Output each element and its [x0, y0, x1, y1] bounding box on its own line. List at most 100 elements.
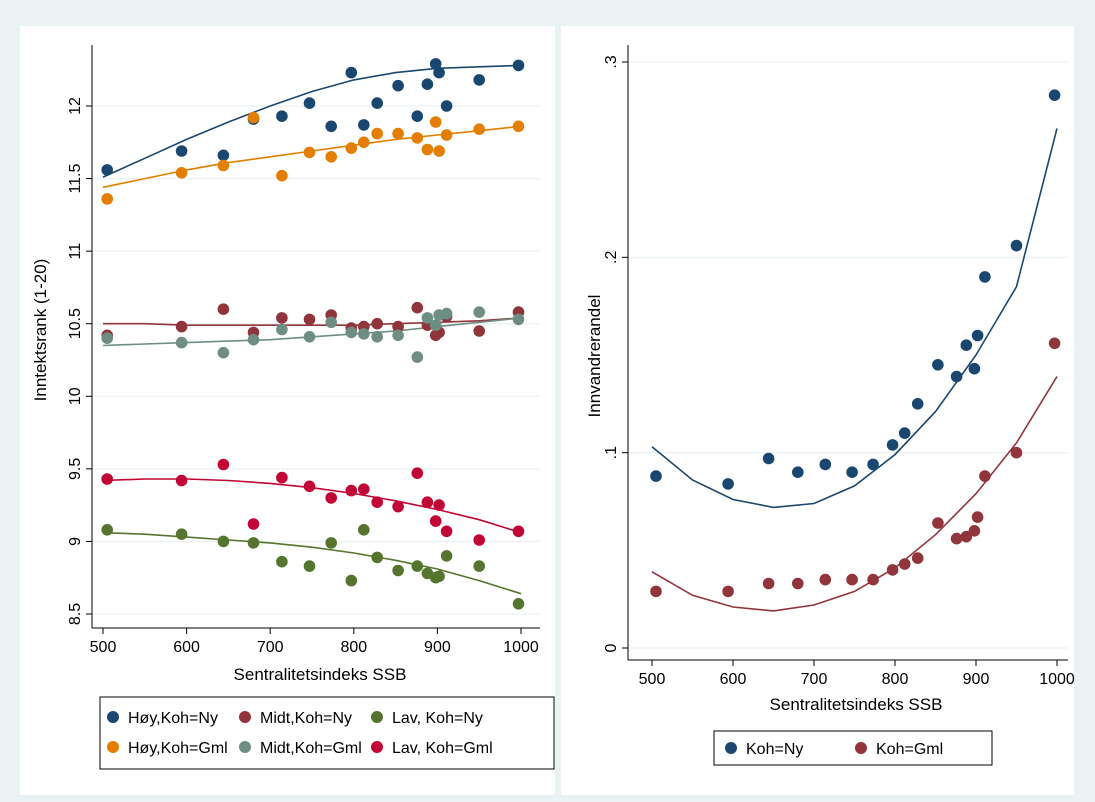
income-rank-point [392, 79, 404, 92]
immigrant-share-point [846, 466, 858, 479]
income-rank-point [440, 525, 453, 538]
income-rank-point [421, 143, 434, 156]
income-rank-point [421, 312, 434, 324]
income-rank-point [392, 127, 404, 140]
immigrant-share-fit-line [651, 128, 1058, 509]
immigrant-share-chart: 500 600 700 800 900 1000 0 .1 .2 .3 Sentralitetsi… [585, 45, 1075, 766]
immigrant-share-x-tick-label: 1000 [1039, 671, 1075, 688]
income-rank-point [247, 518, 260, 530]
income-rank-point [276, 169, 288, 182]
income-rank-point [411, 351, 424, 363]
income-rank-point [175, 336, 188, 349]
income-rank-axes: 500 600 700 800 900 1000 8.5 9 9.5 10 10.5 11 11.5 12 [67, 45, 540, 656]
income-rank-legend-marker [239, 711, 251, 723]
income-rank-point [429, 515, 442, 527]
income-rank-point [217, 159, 230, 172]
income-rank-point [411, 560, 424, 572]
income-rank-point [411, 301, 424, 314]
immigrant-share-x-tick-label: 700 [801, 671, 828, 688]
immigrant-share-legend-label: Koh=Ny [746, 741, 803, 758]
immigrant-share-point [792, 466, 804, 479]
income-rank-point [175, 145, 188, 157]
immigrant-share-y-tick-label: .2 [603, 251, 620, 264]
immigrant-share-point [867, 573, 879, 586]
income-rank-point [358, 524, 370, 536]
income-rank-point [371, 127, 384, 140]
immigrant-share-gridlines [628, 61, 1068, 649]
income-rank-point [303, 560, 316, 572]
income-rank-point [345, 66, 358, 79]
income-rank-x-tick-label: 500 [90, 639, 117, 656]
immigrant-share-x-tick-label: 500 [639, 671, 666, 688]
income-rank-point [473, 325, 486, 337]
income-rank-legend-label: Midt,Koh=Ny [260, 710, 352, 727]
income-rank-point [440, 550, 453, 562]
immigrant-share-point [867, 458, 879, 471]
income-rank-legend-label: Lav, Koh=Ny [392, 710, 483, 727]
income-rank-point [392, 564, 404, 577]
income-rank-x-tick-label: 1000 [503, 639, 539, 656]
income-rank-point [217, 535, 230, 548]
income-rank-point [276, 323, 288, 336]
immigrant-share-point [886, 564, 899, 576]
income-rank-points [101, 58, 525, 610]
income-rank-legend-marker [371, 741, 383, 753]
income-rank-point [440, 129, 453, 141]
income-rank-point [392, 500, 404, 513]
income-rank-legend-label: Høy,Koh=Gml [128, 740, 228, 757]
income-rank-point [512, 120, 525, 133]
right-panel-background [561, 26, 1074, 795]
income-rank-point [371, 496, 384, 509]
immigrant-share-point [950, 370, 963, 383]
income-rank-point [429, 58, 442, 70]
immigrant-share-x-axis-label: Sentralitetsindeks SSB [770, 695, 943, 714]
income-rank-chart: 500 600 700 800 900 1000 8.5 9 9.5 10 10.5 11 11.5 12… [31, 45, 555, 770]
income-rank-legend-marker [239, 741, 251, 753]
immigrant-share-point [722, 478, 734, 490]
income-rank-point [473, 123, 486, 135]
income-rank-point [325, 151, 338, 163]
income-rank-point [358, 483, 370, 496]
income-rank-point [101, 164, 113, 176]
income-rank-point [276, 555, 288, 568]
immigrant-share-legend-label: Koh=Gml [876, 741, 943, 758]
income-rank-point [512, 313, 525, 326]
income-rank-point [101, 332, 113, 345]
immigrant-share-point [886, 439, 899, 451]
income-rank-point [473, 306, 486, 318]
income-rank-fit-line [102, 531, 522, 595]
immigrant-share-legend-marker [725, 742, 737, 754]
income-rank-x-axis-label: Sentralitetsindeks SSB [234, 665, 407, 684]
income-rank-point [473, 74, 486, 86]
immigrant-share-legend-marker [855, 742, 867, 754]
income-rank-legend-label: Høy,Koh=Ny [128, 710, 218, 727]
income-rank-point [325, 120, 338, 133]
income-rank-point [175, 167, 188, 179]
income-rank-point [217, 458, 230, 471]
immigrant-share-point [650, 470, 662, 482]
income-rank-point [276, 312, 288, 324]
income-rank-fit-line [102, 64, 522, 178]
income-rank-point [429, 116, 442, 128]
immigrant-share-y-axis-label: Innvandrerandel [585, 295, 604, 418]
income-rank-y-tick-label: 9.5 [67, 458, 84, 480]
income-rank-point [411, 110, 424, 122]
immigrant-share-point [932, 517, 944, 529]
income-rank-point [217, 303, 230, 316]
immigrant-share-y-tick-label: .3 [603, 55, 620, 68]
income-rank-point [247, 537, 260, 549]
immigrant-share-point [1048, 89, 1061, 101]
income-rank-point [421, 496, 434, 509]
immigrant-share-point [819, 458, 832, 471]
income-rank-point [303, 146, 316, 159]
income-rank-point [175, 474, 188, 487]
income-rank-point [433, 570, 445, 583]
immigrant-share-point [968, 525, 981, 537]
income-rank-point [473, 560, 486, 572]
income-rank-point [411, 132, 424, 144]
income-rank-point [345, 142, 358, 154]
income-rank-point [101, 473, 113, 485]
income-rank-point [345, 484, 358, 497]
income-rank-x-tick-label: 600 [173, 639, 200, 656]
